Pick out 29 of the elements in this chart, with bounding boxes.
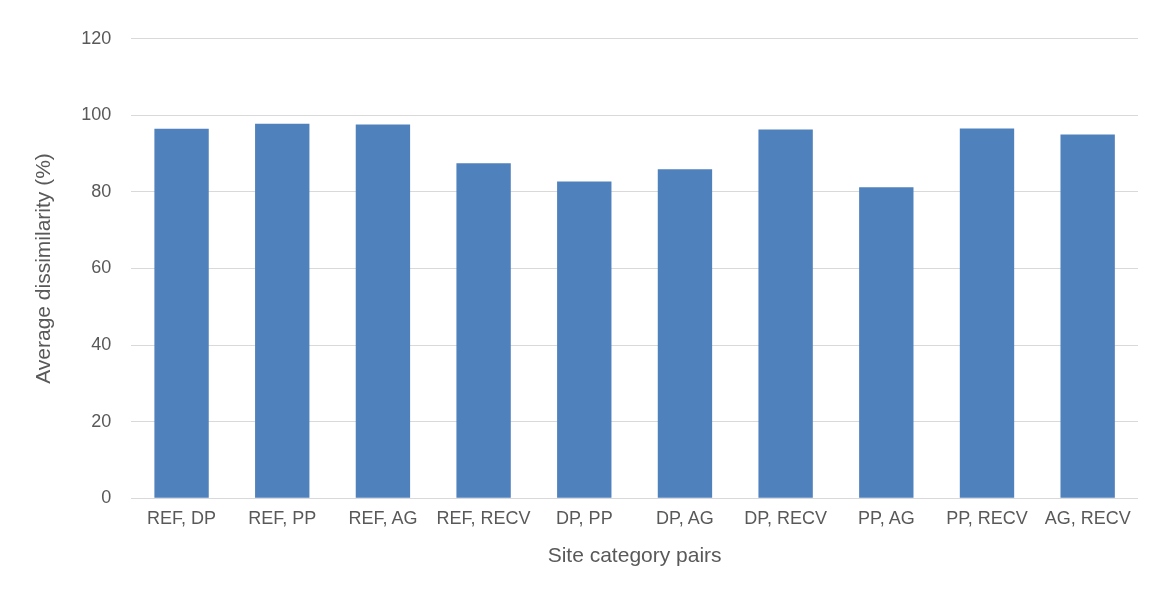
x-tick-label: DP, AG [656, 507, 714, 528]
bar [154, 128, 209, 498]
y-axis-title: Average dissimilarity (%) [31, 153, 55, 384]
bar [657, 169, 713, 498]
bar [355, 124, 411, 498]
y-tick-label: 20 [91, 410, 112, 431]
x-tick-label: REF, RECV [436, 507, 531, 528]
bar [1060, 134, 1115, 498]
x-tick-label: AG, RECV [1044, 507, 1131, 528]
x-tick-label: REF, AG [348, 507, 418, 528]
y-tick-label: 40 [91, 334, 112, 355]
x-tick-label: REF, DP [147, 507, 217, 528]
y-tick-label: 0 [101, 487, 112, 508]
y-tick-label: 80 [91, 180, 112, 201]
bar [456, 163, 511, 498]
x-tick-label: DP, PP [555, 507, 613, 528]
x-tick-label: PP, AG [857, 507, 915, 528]
bar [859, 187, 914, 498]
x-tick-label: REF, PP [248, 507, 317, 528]
bar [557, 181, 612, 498]
y-tick-label: 60 [91, 257, 112, 278]
x-tick-label: DP, RECV [744, 507, 827, 528]
bar [255, 123, 310, 498]
y-tick-label: 120 [81, 27, 112, 48]
bar [959, 128, 1015, 498]
y-tick-label: 100 [81, 104, 112, 125]
bar [758, 129, 813, 498]
x-axis-title: Site category pairs [547, 543, 722, 567]
x-tick-label: PP, RECV [946, 507, 1028, 528]
